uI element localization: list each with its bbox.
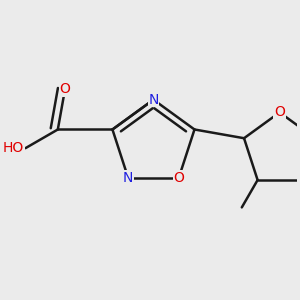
- Text: O: O: [274, 105, 285, 119]
- Text: O: O: [173, 171, 184, 185]
- Text: N: N: [123, 171, 133, 185]
- Text: N: N: [148, 93, 159, 107]
- Text: HO: HO: [3, 141, 24, 155]
- Text: O: O: [60, 82, 70, 96]
